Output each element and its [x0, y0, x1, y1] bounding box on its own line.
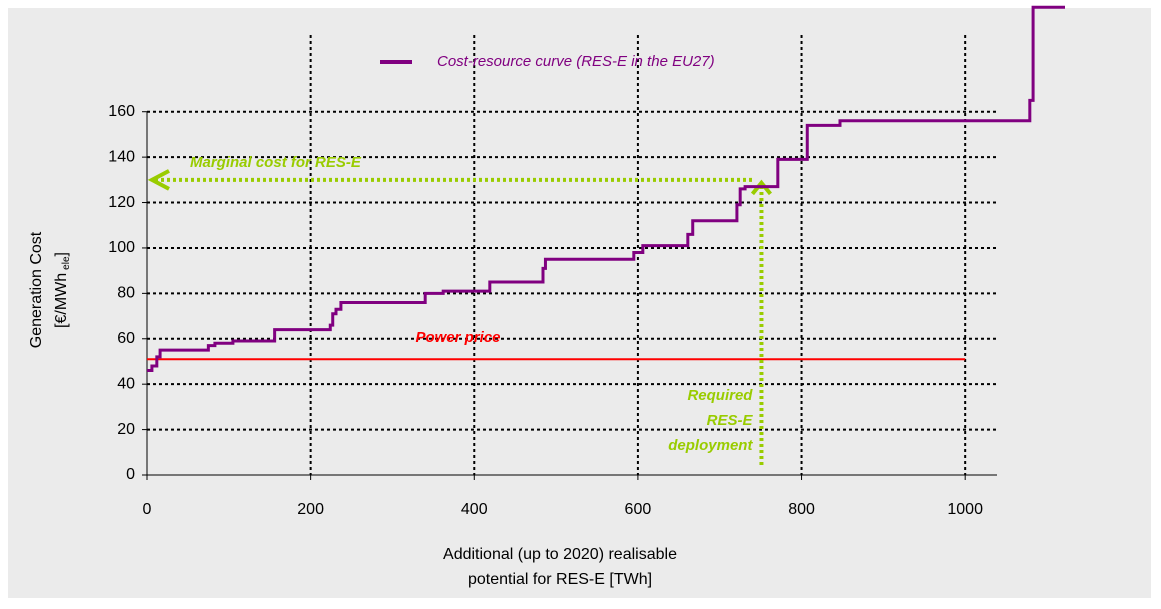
- x-tick-label: 0: [143, 501, 152, 518]
- deployment-label: deployment: [668, 437, 753, 454]
- chart-background: [8, 8, 1151, 598]
- y-tick-label: 140: [108, 148, 135, 165]
- x-axis-label: potential for RES-E [TWh]: [468, 571, 652, 588]
- x-axis-label: Additional (up to 2020) realisable: [443, 546, 677, 563]
- y-unit-main: [€/MWh: [53, 273, 70, 328]
- arrow-head: [147, 169, 170, 191]
- y-tick-label: 40: [117, 375, 135, 392]
- y-tick-label: 120: [108, 194, 135, 211]
- y-tick-label: 80: [117, 285, 135, 302]
- x-tick-label: 400: [461, 501, 488, 518]
- y-unit-end: ]: [53, 252, 70, 256]
- y-tick-label: 160: [108, 103, 135, 120]
- power-price-label: Power price: [415, 329, 500, 346]
- y-tick-label: 20: [117, 421, 135, 438]
- x-tick-label: 800: [788, 501, 815, 518]
- y-tick-label: 100: [108, 239, 135, 256]
- x-tick-label: 1000: [947, 501, 983, 518]
- x-tick-label: 600: [625, 501, 652, 518]
- marginal-cost-label: Marginal cost for RES-E: [190, 154, 362, 171]
- deployment-label: Required: [687, 387, 753, 404]
- cost-curve: [147, 5, 1065, 373]
- x-tick-label: 200: [297, 501, 324, 518]
- y-tick-label: 0: [126, 466, 135, 483]
- deployment-label: RES-E: [707, 412, 754, 429]
- arrow-head: [750, 179, 773, 196]
- y-tick-label: 60: [117, 330, 135, 347]
- y-axis-label: Generation Cost: [28, 231, 45, 348]
- legend-label: Cost-resource curve (RES-E in the EU27): [437, 53, 715, 70]
- y-axis-unit: [€/MWh ele]: [53, 252, 71, 328]
- y-unit-sub: ele: [61, 256, 72, 270]
